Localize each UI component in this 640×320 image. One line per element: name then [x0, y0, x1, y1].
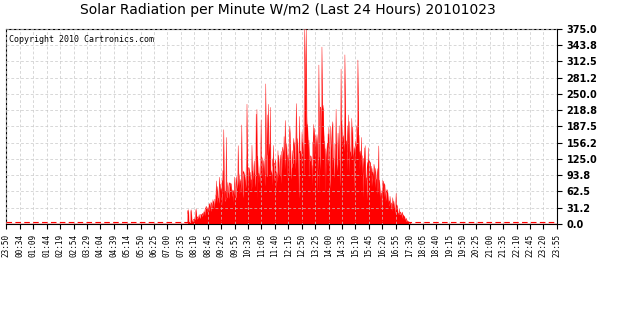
Text: Copyright 2010 Cartronics.com: Copyright 2010 Cartronics.com	[9, 35, 154, 44]
Text: Solar Radiation per Minute W/m2 (Last 24 Hours) 20101023: Solar Radiation per Minute W/m2 (Last 24…	[80, 3, 496, 17]
